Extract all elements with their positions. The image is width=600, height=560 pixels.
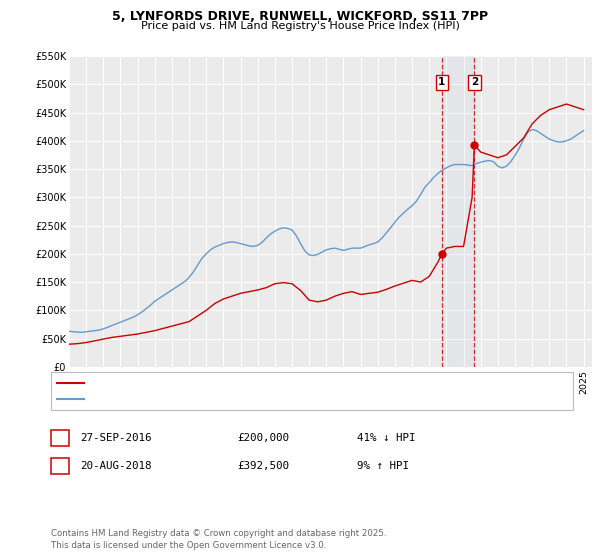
Text: 5, LYNFORDS DRIVE, RUNWELL, WICKFORD, SS11 7PP (semi-detached house): 5, LYNFORDS DRIVE, RUNWELL, WICKFORD, SS… (89, 377, 468, 388)
Text: Contains HM Land Registry data © Crown copyright and database right 2025.
This d: Contains HM Land Registry data © Crown c… (51, 529, 386, 550)
Text: HPI: Average price, semi-detached house, Chelmsford: HPI: Average price, semi-detached house,… (89, 394, 352, 404)
Text: 27-SEP-2016: 27-SEP-2016 (80, 433, 151, 443)
Text: £200,000: £200,000 (237, 433, 289, 443)
Text: 41% ↓ HPI: 41% ↓ HPI (357, 433, 415, 443)
Text: 2: 2 (56, 461, 64, 471)
Text: 1: 1 (439, 77, 446, 87)
Text: 20-AUG-2018: 20-AUG-2018 (80, 461, 151, 471)
Text: 9% ↑ HPI: 9% ↑ HPI (357, 461, 409, 471)
Text: 2: 2 (471, 77, 478, 87)
Text: 5, LYNFORDS DRIVE, RUNWELL, WICKFORD, SS11 7PP: 5, LYNFORDS DRIVE, RUNWELL, WICKFORD, SS… (112, 10, 488, 23)
Text: Price paid vs. HM Land Registry's House Price Index (HPI): Price paid vs. HM Land Registry's House … (140, 21, 460, 31)
Text: 1: 1 (56, 433, 64, 443)
Text: £392,500: £392,500 (237, 461, 289, 471)
Bar (442, 56, 475, 367)
